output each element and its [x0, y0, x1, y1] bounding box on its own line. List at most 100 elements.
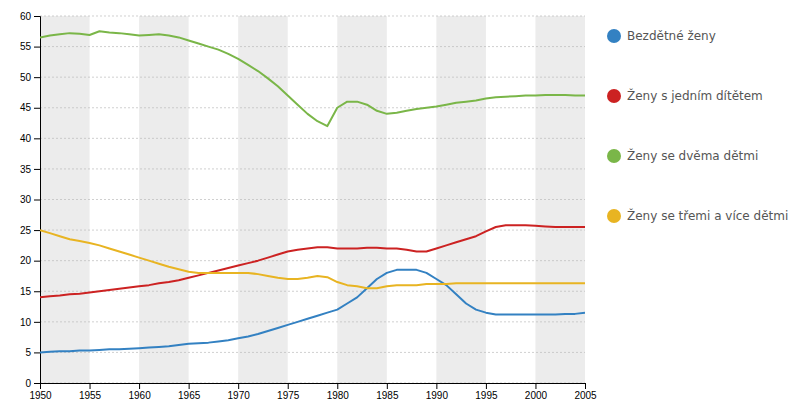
- legend-item: Ženy s jedním dítětem: [607, 88, 763, 103]
- grid-line: [40, 107, 585, 108]
- x-tick: 1950: [29, 383, 52, 401]
- x-tick: 1980: [327, 383, 350, 401]
- grid-line: [40, 321, 585, 322]
- x-tick-label: 1990: [426, 390, 449, 401]
- series-line: [40, 225, 585, 297]
- legend: Bezdětné ženy Ženy s jedním dítětem Ženy s…: [607, 29, 788, 223]
- x-tick-mark: [337, 383, 338, 389]
- grid-line: [40, 138, 585, 139]
- y-tick-mark: [34, 230, 40, 231]
- y-tick: 0: [25, 378, 40, 389]
- x-tick: 1965: [178, 383, 201, 401]
- x-tick-mark: [535, 383, 536, 389]
- x-tick-mark: [189, 383, 190, 389]
- y-tick: 20: [20, 255, 40, 266]
- y-tick: 50: [20, 72, 40, 83]
- grid-line: [40, 46, 585, 47]
- y-tick-mark: [34, 261, 40, 262]
- y-tick-label: 55: [20, 41, 32, 52]
- x-tick-label: 1975: [277, 390, 300, 401]
- x-tick-mark: [387, 383, 388, 389]
- y-tick: 35: [20, 164, 40, 175]
- x-tick-mark: [238, 383, 239, 389]
- legend-label: Ženy se dvěma dětmi: [627, 148, 758, 163]
- legend-item: Bezdětné ženy: [607, 29, 716, 43]
- x-tick-label: 2000: [525, 390, 548, 401]
- y-tick: 55: [20, 41, 40, 52]
- x-tick-mark: [486, 383, 487, 389]
- legend-swatch: [607, 149, 621, 163]
- y-tick-label: 30: [20, 194, 32, 205]
- y-tick-mark: [34, 200, 40, 201]
- x-tick-mark: [90, 383, 91, 389]
- legend-label: Ženy se třemi a více dětmi: [627, 208, 788, 223]
- y-tick-label: 15: [20, 286, 32, 297]
- y-tick-label: 45: [20, 102, 32, 113]
- x-tick-label: 1970: [228, 390, 251, 401]
- legend-label: Bezdětné ženy: [627, 29, 716, 43]
- y-tick: 30: [20, 194, 40, 205]
- y-tick-mark: [34, 322, 40, 323]
- x-tick-mark: [139, 383, 140, 389]
- x-tick: 1985: [376, 383, 399, 401]
- grid-line: [40, 230, 585, 231]
- y-tick-mark: [34, 352, 40, 353]
- grid-line: [40, 291, 585, 292]
- y-tick-label: 10: [20, 317, 32, 328]
- grid: [40, 16, 585, 383]
- x-tick-mark: [436, 383, 437, 389]
- x-tick: 1995: [475, 383, 498, 401]
- grid-line: [40, 352, 585, 353]
- x-tick-label: 1980: [327, 390, 350, 401]
- y-tick: 40: [20, 133, 40, 144]
- x-tick: 2005: [574, 383, 597, 401]
- y-tick-mark: [34, 77, 40, 78]
- y-axis-line: [34, 17, 41, 384]
- y-tick: 60: [20, 11, 40, 22]
- series-line: [40, 230, 585, 288]
- x-axis-line: [41, 384, 586, 390]
- legend-item: Ženy se třemi a více dětmi: [607, 208, 788, 223]
- y-axis: 0 5 10 15 20 25 30 35 40 45 50 55 60: [20, 11, 41, 389]
- y-tick: 25: [20, 225, 40, 236]
- legend-label: Ženy s jedním dítětem: [627, 88, 763, 103]
- x-tick-label: 1965: [178, 390, 201, 401]
- legend-swatch: [607, 89, 621, 103]
- plot: 1950 1955 1960 1965 1970 1975 1980 1985 1990 1995…: [20, 11, 597, 401]
- y-tick-mark: [34, 108, 40, 109]
- legend-swatch: [607, 209, 621, 223]
- y-tick-mark: [34, 16, 40, 17]
- x-tick-mark: [288, 383, 289, 389]
- x-tick: 2000: [525, 383, 548, 401]
- x-axis: 1950 1955 1960 1965 1970 1975 1980 1985 1990 1995…: [29, 383, 597, 401]
- x-tick: 1970: [228, 383, 251, 401]
- y-tick-label: 40: [20, 133, 32, 144]
- stripes: [40, 16, 585, 383]
- y-tick: 15: [20, 286, 40, 297]
- y-tick-mark: [34, 291, 40, 292]
- x-tick-label: 1955: [79, 390, 102, 401]
- y-tick-label: 0: [25, 378, 31, 389]
- x-tick-label: 1995: [475, 390, 498, 401]
- lines: [40, 31, 585, 352]
- y-tick-label: 50: [20, 72, 32, 83]
- x-tick: 1975: [277, 383, 300, 401]
- chart: 1950 1955 1960 1965 1970 1975 1980 1985 1990 1995…: [0, 0, 800, 413]
- y-tick: 5: [25, 347, 40, 358]
- x-tick: 1955: [79, 383, 102, 401]
- x-tick: 1990: [426, 383, 449, 401]
- legend-swatch: [607, 29, 621, 43]
- y-tick-mark: [34, 169, 40, 170]
- y-tick-label: 60: [20, 11, 32, 22]
- grid-line: [40, 260, 585, 261]
- y-tick-mark: [34, 47, 40, 48]
- x-tick: 1960: [128, 383, 151, 401]
- series-line: [40, 270, 585, 353]
- y-tick: 45: [20, 102, 40, 113]
- series-line: [40, 31, 585, 126]
- x-tick-label: 2005: [574, 390, 597, 401]
- y-tick-label: 25: [20, 225, 32, 236]
- y-tick-mark: [34, 138, 40, 139]
- grid-line: [40, 199, 585, 200]
- x-tick-label: 1985: [376, 390, 399, 401]
